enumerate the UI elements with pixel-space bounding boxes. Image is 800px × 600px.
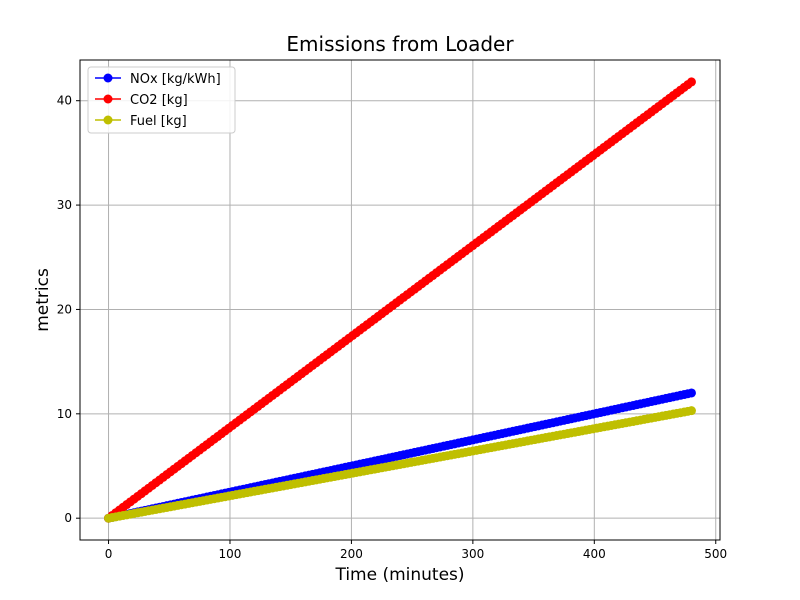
- ticks: 0 100 200 300 400 500 0 10 20 30 40: [57, 94, 727, 561]
- x-tick-label: 400: [583, 547, 606, 561]
- grid: [80, 60, 720, 540]
- y-tick-label: 10: [57, 407, 72, 421]
- legend-marker: [103, 115, 113, 125]
- y-tick-label: 30: [57, 198, 72, 212]
- legend: NOx [kg/kWh] CO2 [kg] Fuel [kg]: [87, 66, 236, 134]
- legend-label: NOx [kg/kWh]: [130, 72, 221, 87]
- legend-marker: [103, 94, 113, 104]
- y-tick-label: 20: [57, 302, 72, 316]
- data-point: [686, 77, 696, 87]
- x-tick-label: 500: [704, 547, 727, 561]
- x-tick-label: 100: [219, 547, 242, 561]
- y-axis-title: metrics: [33, 268, 53, 332]
- y-tick-label: 40: [57, 94, 72, 108]
- x-tick-label: 200: [340, 547, 363, 561]
- plot-frame: [79, 59, 721, 541]
- data-point: [686, 406, 696, 416]
- legend-label: Fuel [kg]: [130, 114, 187, 129]
- x-tick-label: 0: [105, 547, 113, 561]
- x-tick-label: 300: [461, 547, 484, 561]
- x-axis-title: Time (minutes): [334, 565, 464, 585]
- legend-box: [87, 66, 236, 134]
- chart-title: Emissions from Loader: [286, 32, 514, 56]
- data-point: [686, 388, 696, 398]
- series-fuel: [104, 406, 696, 523]
- series-co2: [104, 77, 696, 523]
- series-layer: [104, 77, 696, 523]
- y-tick-label: 0: [64, 511, 72, 525]
- legend-marker: [103, 73, 113, 83]
- legend-label: CO2 [kg]: [130, 93, 188, 108]
